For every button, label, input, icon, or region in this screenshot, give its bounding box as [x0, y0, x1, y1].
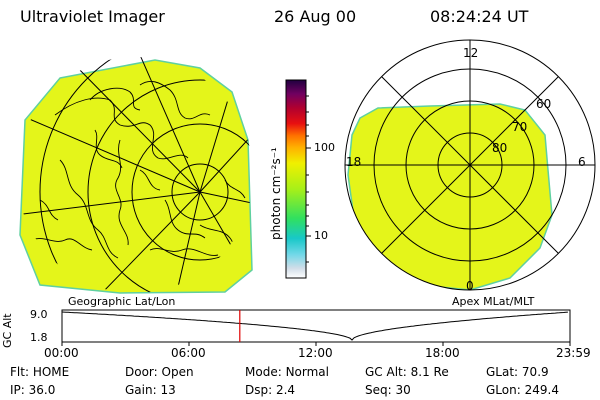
timeline-xtick: 18:00: [425, 346, 460, 360]
right-panel-caption: Apex MLat/MLT: [452, 295, 535, 308]
timeline-frame: [61, 309, 571, 343]
status-seq: Seq: 30: [365, 383, 411, 397]
mlat-label-80: 80: [492, 141, 508, 155]
colorbar-gradient: [285, 79, 307, 279]
geographic-map: [17, 57, 253, 294]
timeline-xtick: 06:00: [171, 346, 206, 360]
magnetic-polar-plot: [344, 39, 596, 291]
timeline-ytick-low: 1.8: [30, 331, 48, 344]
date-label: 26 Aug 00: [274, 7, 357, 26]
altitude-curve: [61, 311, 568, 341]
timeline-ylabel: GC Alt: [1, 313, 14, 348]
timeline-xtick: 00:00: [44, 346, 79, 360]
status-ip: IP: 36.0: [10, 383, 56, 397]
lat-circle: [171, 163, 229, 221]
colorbar-label-100: 100: [314, 141, 335, 154]
status-gc-alt: GC Alt: 8.1 Re: [365, 365, 449, 379]
timeline-xtick: 23:59: [556, 346, 591, 360]
lat-circle: [87, 79, 253, 293]
timeline-ytick-high: 9.0: [30, 308, 48, 321]
mlat-label-60: 60: [536, 97, 552, 111]
status-glat: GLat: 70.9: [486, 365, 549, 379]
color-scale: [285, 79, 311, 279]
status-door: Door: Open: [125, 365, 194, 379]
mlt-label-0: 0: [466, 279, 474, 293]
status-mode: Mode: Normal: [245, 365, 329, 379]
status-flight: Flt: HOME: [10, 365, 70, 379]
time-label: 08:24:24 UT: [430, 7, 529, 26]
status-glon: GLon: 249.4: [486, 383, 559, 397]
status-dsp: Dsp: 2.4: [245, 383, 296, 397]
instrument-title: Ultraviolet Imager: [20, 7, 165, 26]
status-gain: Gain: 13: [125, 383, 176, 397]
mlt-label-6: 6: [578, 155, 586, 169]
lat-circle: [39, 57, 253, 293]
colorbar-unit-label: photon cm⁻²s⁻¹: [269, 147, 283, 240]
altitude-timeline: [61, 309, 571, 346]
timeline-xtick: 12:00: [298, 346, 333, 360]
mlat-label-70: 70: [512, 120, 528, 134]
left-aurora-image: [19, 59, 253, 294]
mlt-label-12: 12: [463, 46, 479, 60]
left-panel-caption: Geographic Lat/Lon: [68, 295, 176, 308]
mlt-label-18: 18: [346, 155, 362, 169]
lat-circle: [131, 123, 253, 261]
colorbar-label-10: 10: [314, 229, 328, 242]
